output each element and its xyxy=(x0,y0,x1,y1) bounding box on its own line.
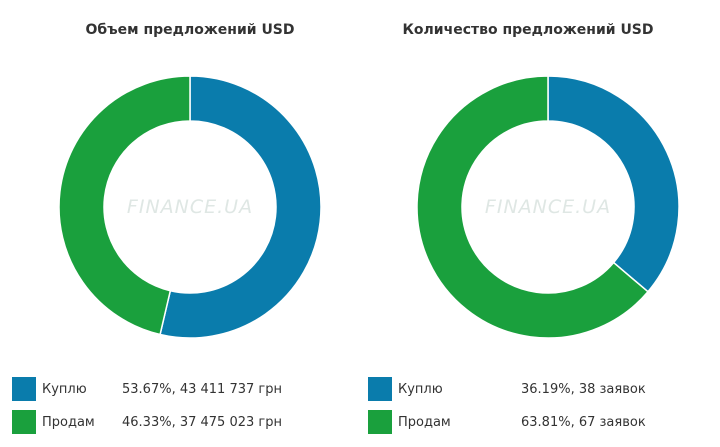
donut-slice-buy xyxy=(159,75,322,339)
legend-value: 46.33%, 37 475 023 грн xyxy=(122,415,282,430)
legend-swatch-buy xyxy=(368,377,392,401)
watermark-logo: FINANCE.UA xyxy=(484,196,612,218)
donut-slice-sell xyxy=(416,75,649,339)
volume-chart-panel: Объем предложений USD FINANCE.UA Куплю 5… xyxy=(12,22,352,438)
legend-label: Куплю xyxy=(42,382,87,397)
chart-title: Количество предложений USD xyxy=(402,22,654,38)
legend-value: 53.67%, 43 411 737 грн xyxy=(122,382,282,397)
legend-value: 36.19%, 38 заявок xyxy=(521,382,646,397)
count-donut-chart xyxy=(416,75,680,339)
chart-title: Объем предложений USD xyxy=(85,22,295,38)
legend-item-sell: Продам 46.33%, 37 475 023 грн xyxy=(12,410,352,438)
volume-donut-chart xyxy=(58,75,322,339)
legend-item-buy: Куплю 36.19%, 38 заявок xyxy=(368,377,708,405)
count-chart-panel: Количество предложений USD FINANCE.UA Ку… xyxy=(360,0,720,447)
legend-item-sell: Продам 63.81%, 67 заявок xyxy=(368,410,708,438)
donut-slice-sell xyxy=(58,75,191,336)
legend-value: 63.81%, 67 заявок xyxy=(521,415,646,430)
legend-swatch-sell xyxy=(368,410,392,434)
legend-item-buy: Куплю 53.67%, 43 411 737 грн xyxy=(12,377,352,405)
legend-label: Продам xyxy=(398,415,451,430)
watermark-logo: FINANCE.UA xyxy=(126,196,254,218)
legend-label: Продам xyxy=(42,415,95,430)
legend-swatch-sell xyxy=(12,410,36,434)
legend-swatch-buy xyxy=(12,377,36,401)
donut-slice-buy xyxy=(547,75,680,293)
legend-label: Куплю xyxy=(398,382,443,397)
